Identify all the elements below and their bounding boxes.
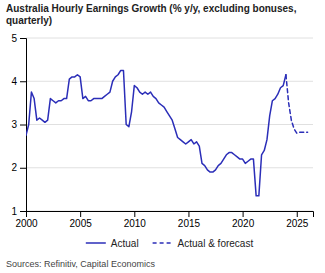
x-axis-tick-mark — [243, 211, 244, 217]
legend-item: Actual & forecast — [153, 238, 254, 249]
x-axis-tick: 2000 — [15, 211, 38, 229]
line — [26, 70, 286, 195]
x-axis-tick-label: 2020 — [232, 218, 255, 229]
y-axis-tick-label: 3 — [11, 119, 17, 130]
x-axis-tick: 2025 — [286, 211, 309, 229]
y-axis: 1 2 3 4 5 — [11, 33, 26, 217]
y-axis-tick: 5 — [11, 33, 26, 44]
x-axis-tick-label: 2015 — [178, 218, 201, 229]
line — [286, 75, 308, 133]
x-axis-tick-mark — [80, 211, 81, 217]
x-axis-tick: 2020 — [232, 211, 255, 229]
annotation: Sources: Refinitiv, Capital Economics — [6, 259, 155, 269]
lines — [26, 70, 308, 195]
legend-swatch — [86, 242, 106, 244]
x-axis-tick-label: 2025 — [286, 218, 309, 229]
grid-line — [26, 124, 313, 125]
x-axis-tick: 2005 — [70, 211, 93, 229]
chart: Australia Hourly Earnings Growth (% y/y,… — [0, 0, 325, 273]
y-axis-tick: 1 — [11, 206, 26, 217]
legend-label: Actual — [111, 238, 139, 249]
y-axis-tick-label: 5 — [11, 33, 17, 44]
grid-line — [26, 167, 313, 168]
legend-swatch — [153, 242, 173, 244]
legend: Actual Actual & forecast — [86, 238, 254, 249]
y-axis-tick: 4 — [11, 76, 26, 87]
y-axis-tick-mark — [20, 81, 26, 82]
grid — [26, 38, 313, 211]
plot: 2000 2005 2010 2015 2020 2025 1 2 3 4 5 — [11, 33, 313, 229]
x-axis-tick: 2015 — [178, 211, 201, 229]
legend-item: Actual — [86, 238, 139, 249]
y-axis-tick-mark — [20, 38, 26, 39]
y-axis-tick-mark — [20, 125, 26, 126]
y-axis-tick: 2 — [11, 162, 26, 173]
y-axis-tick-label: 1 — [11, 206, 17, 217]
x-axis-tick-mark — [188, 211, 189, 217]
y-axis-tick-label: 2 — [11, 162, 17, 173]
y-axis-tick-label: 4 — [11, 76, 17, 87]
x-axis-tick-mark — [134, 211, 135, 217]
y-axis-tick-mark — [20, 168, 26, 169]
y-axis-line — [20, 39, 27, 212]
x-axis-tick-label: 2000 — [15, 218, 38, 229]
x-axis-tick-label: 2005 — [70, 218, 93, 229]
grid-line — [26, 38, 313, 39]
x-axis-tick: 2010 — [124, 211, 147, 229]
y-axis-tick-mark — [20, 211, 26, 212]
y-axis-tick: 3 — [11, 119, 26, 130]
x-axis: 2000 2005 2010 2015 2020 2025 — [15, 211, 313, 229]
title: Australia Hourly Earnings Growth (% y/y,… — [6, 3, 297, 26]
x-axis-tick-mark — [297, 211, 298, 217]
x-axis-line — [27, 212, 314, 218]
legend-label: Actual & forecast — [178, 238, 254, 249]
x-axis-tick-label: 2010 — [124, 218, 147, 229]
